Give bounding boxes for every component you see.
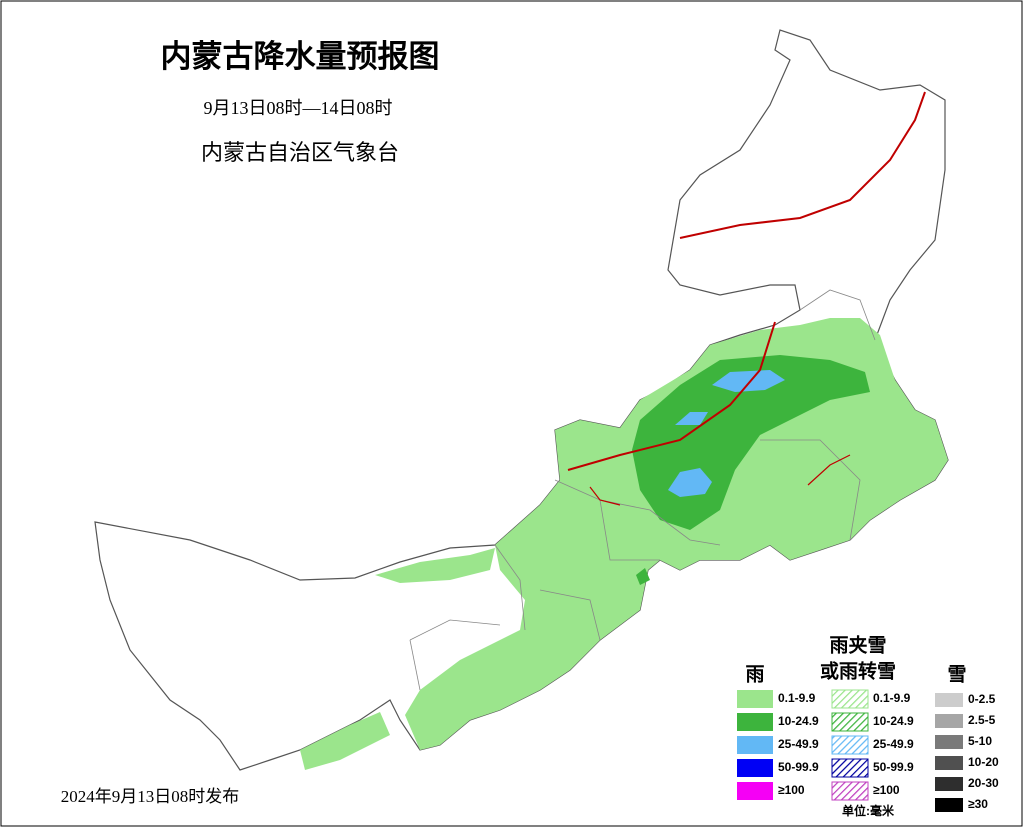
- legend-label: 25-49.9: [778, 737, 819, 751]
- unit: 单位:毫米: [842, 803, 895, 818]
- legend-label: 10-20: [968, 755, 999, 769]
- map: [94, 29, 949, 771]
- legend-label: 0.1-9.9: [778, 691, 816, 705]
- legend-title: 雪: [947, 663, 966, 685]
- legend-swatch: [831, 689, 869, 709]
- legend-label: ≥100: [778, 783, 805, 797]
- legend-label: ≥100: [873, 783, 900, 797]
- trough-lines: [567, 91, 926, 506]
- legend-label: 50-99.9: [873, 760, 914, 774]
- rain-heavy: [668, 468, 712, 497]
- legend-swatch: [737, 713, 773, 731]
- legend-swatch: [935, 798, 963, 812]
- texts: 内蒙古降水量预报图 9月13日08时—14日08时 内蒙古自治区气象台 2024…: [61, 39, 967, 818]
- legend-label: ≥30: [968, 797, 988, 811]
- boundaries: [409, 289, 876, 691]
- legend-label: 25-49.9: [873, 737, 914, 751]
- legend-swatch: [831, 712, 869, 732]
- legend-swatch: [737, 782, 773, 800]
- rain-light: [375, 548, 495, 583]
- legend-title: 或雨转雪: [820, 659, 896, 682]
- legend: 0.1-9.9 10-24.9 25-49.9 50-99.9 ≥100 0.1-9.9 1…: [737, 689, 999, 812]
- legend-swatch: [831, 735, 869, 755]
- legend-swatch: [831, 781, 869, 801]
- rain-light: [300, 712, 390, 770]
- legend-swatch: [935, 714, 963, 728]
- rain-light: [405, 318, 948, 750]
- legend-swatch: [737, 759, 773, 777]
- legend-label: 10-24.9: [873, 714, 914, 728]
- legend-label: 5-10: [968, 734, 992, 748]
- map-title: 内蒙古降水量预报图: [161, 39, 440, 74]
- period: 9月13日08时—14日08时: [204, 98, 393, 118]
- rain-moderate: [636, 568, 650, 585]
- legend-swatch: [935, 693, 963, 707]
- rain-heavy: [675, 412, 708, 425]
- legend-label: 20-30: [968, 776, 999, 790]
- legend-swatch: [935, 756, 963, 770]
- legend-swatch: [831, 758, 869, 778]
- legend-swatch: [935, 777, 963, 791]
- legend-swatch: [737, 690, 773, 708]
- legend-label: 2.5-5: [968, 713, 996, 727]
- legend-label: 0.1-9.9: [873, 691, 911, 705]
- legend-title: 雨: [745, 664, 764, 685]
- issue-time: 2024年9月13日08时发布: [61, 787, 240, 806]
- rain-heavy: [712, 370, 785, 392]
- legend-swatch: [737, 736, 773, 754]
- legend-swatch: [935, 735, 963, 749]
- legend-label: 50-99.9: [778, 760, 819, 774]
- legend-label: 0-2.5: [968, 692, 996, 706]
- legend-title: 雨夹雪: [829, 634, 886, 656]
- legend-label: 10-24.9: [778, 714, 819, 728]
- issuer: 内蒙古自治区气象台: [201, 140, 399, 165]
